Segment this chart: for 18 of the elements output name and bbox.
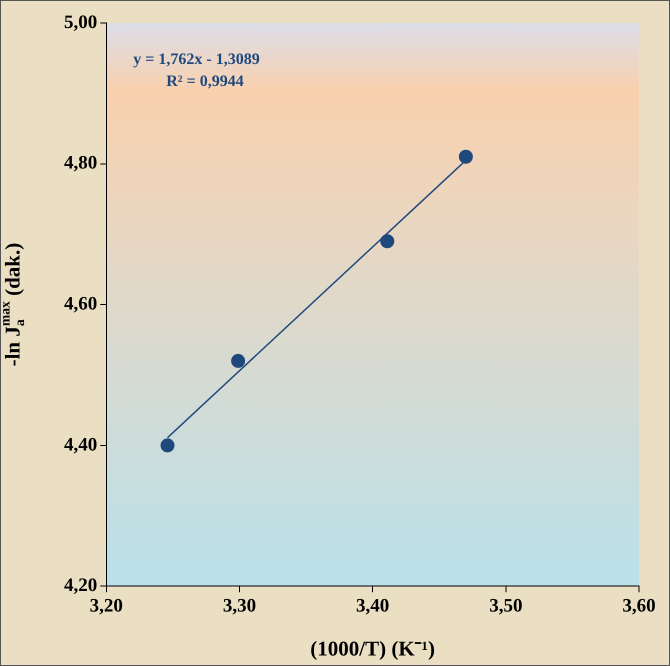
annotation: y = 1,762x - 1,3089 xyxy=(133,51,260,68)
x-tick-label: 3,30 xyxy=(222,596,256,617)
y-tick-label: 4,60 xyxy=(64,294,98,315)
point xyxy=(380,234,394,248)
y-tick-label: 5,00 xyxy=(64,12,98,33)
point xyxy=(160,438,175,452)
x-axis-title: (1000/T) (K⁻¹) xyxy=(310,636,435,661)
x-tick-label: 3,60 xyxy=(622,596,656,617)
y-axis-title: -ln Jamax (dak.) xyxy=(0,242,28,366)
x-tick-label: 3,20 xyxy=(90,596,123,617)
x-tick-label: 3,40 xyxy=(356,596,390,617)
point xyxy=(231,354,246,368)
annotation: R² = 0,9944 xyxy=(166,73,244,90)
x-tick-label: 3,50 xyxy=(489,596,522,617)
y-tick-label: 4,40 xyxy=(64,434,98,456)
y-tick-label: 4,20 xyxy=(64,575,98,596)
point xyxy=(458,150,473,164)
y-tick-label: 4,80 xyxy=(64,152,98,174)
